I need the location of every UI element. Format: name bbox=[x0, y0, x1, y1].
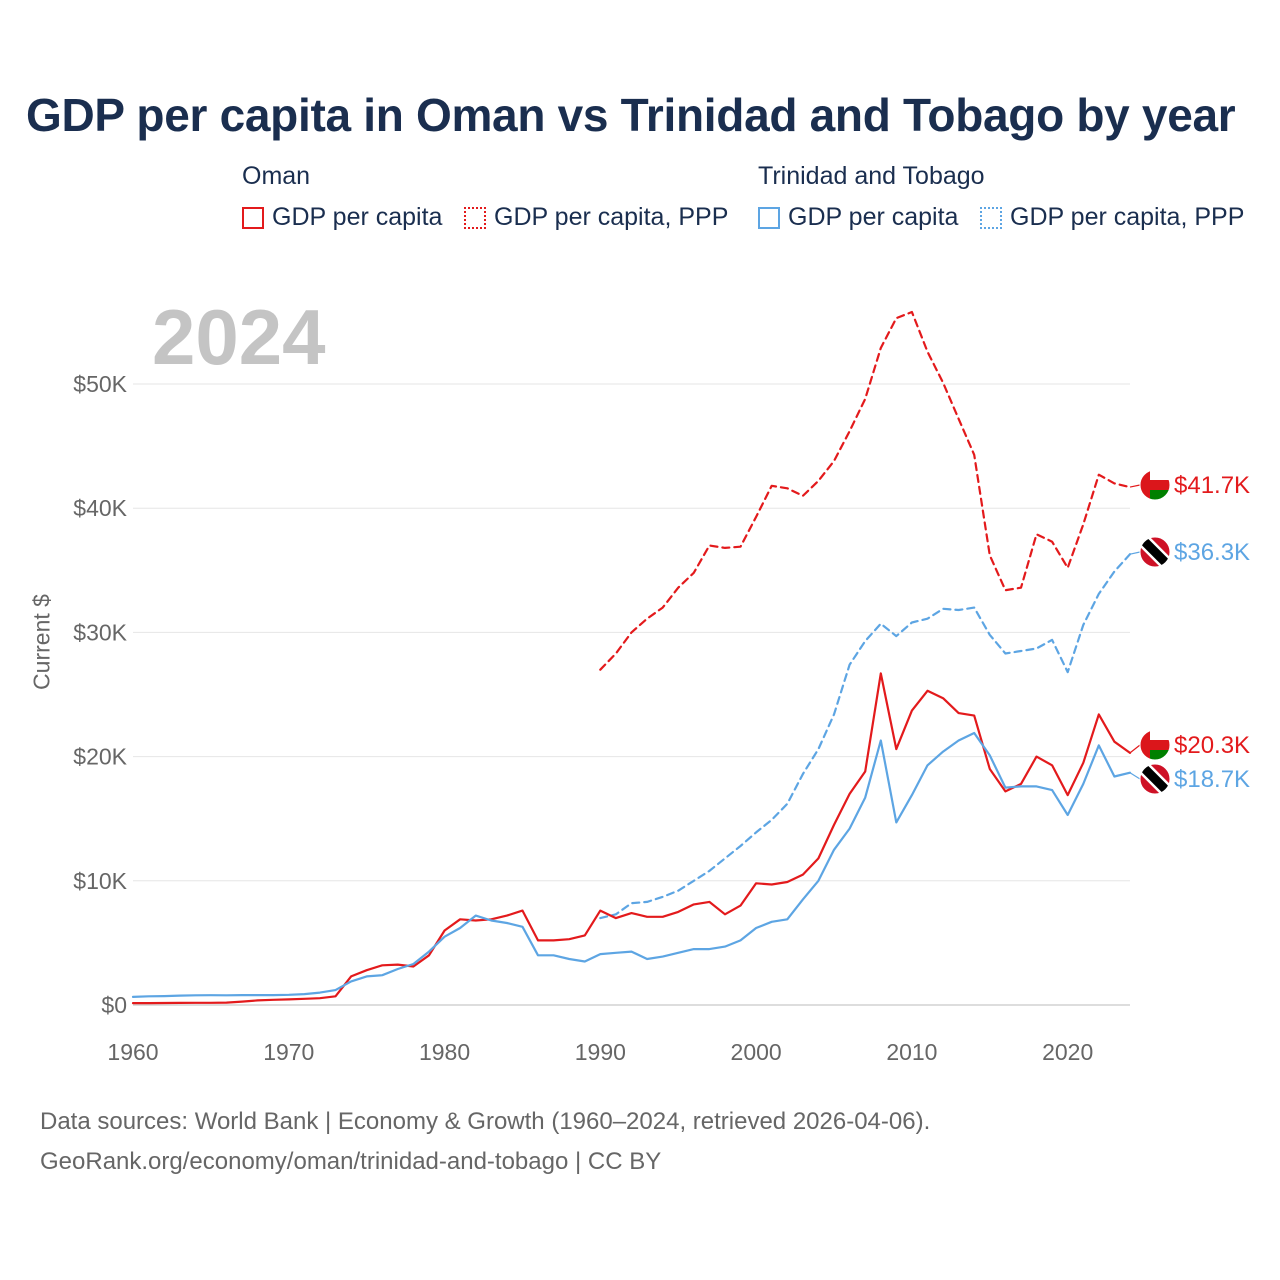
end-value-label: $36.3K bbox=[1174, 539, 1250, 566]
end-value-label: $20.3K bbox=[1174, 732, 1250, 759]
legend-group-trinidad: Trinidad and Tobago bbox=[758, 162, 985, 190]
y-tick-label: $20K bbox=[73, 744, 127, 770]
legend-item-trinidad-gdp[interactable]: GDP per capita bbox=[758, 203, 958, 232]
series-layer bbox=[131, 310, 1132, 1005]
x-tick-label: 2010 bbox=[886, 1039, 937, 1065]
legend-item-label: GDP per capita bbox=[788, 203, 959, 231]
series-line-trinidad-and-tobago-gdp-per-capita-ppp[interactable] bbox=[599, 553, 1132, 920]
x-tick-label: 1960 bbox=[107, 1039, 158, 1065]
x-tick-label: 1980 bbox=[419, 1039, 470, 1065]
legend-item-label: GDP per capita bbox=[272, 203, 443, 231]
legend-swatch-icon bbox=[980, 206, 1002, 229]
y-tick-label: $30K bbox=[73, 619, 127, 645]
flag-ring bbox=[1139, 536, 1171, 568]
end-label-connector bbox=[1129, 551, 1141, 555]
series-line-trinidad-and-tobago-gdp-per-capita[interactable] bbox=[131, 731, 1132, 998]
chart-title: GDP per capita in Oman vs Trinidad and T… bbox=[26, 89, 1236, 141]
flag-ring bbox=[1139, 469, 1171, 501]
x-tick-label: 1970 bbox=[263, 1039, 314, 1065]
y-tick-label: $10K bbox=[73, 868, 127, 894]
source-line-2: GeoRank.org/economy/oman/trinidad-and-to… bbox=[40, 1148, 662, 1175]
legend-item-oman-gdp[interactable]: GDP per capita bbox=[242, 203, 442, 232]
oman-flag-icon bbox=[1140, 730, 1170, 760]
legend-swatch-icon bbox=[242, 206, 264, 229]
trinidad-flag-icon bbox=[1140, 764, 1170, 794]
axis-layer: $0 $10K $20K $30K $40K $50K 1960 1970 1980 1990 20… bbox=[73, 371, 1093, 1065]
legend-item-label: GDP per capita, PPP bbox=[494, 203, 729, 231]
y-tick-label: $50K bbox=[73, 371, 127, 397]
grid-layer bbox=[133, 383, 1130, 1006]
end-label-connector bbox=[1129, 772, 1141, 780]
legend-group-oman: Oman bbox=[242, 162, 311, 190]
trinidad-flag-icon bbox=[1140, 537, 1170, 567]
legend-item-trinidad-gdp-ppp[interactable]: GDP per capita, PPP bbox=[980, 203, 1244, 232]
end-value-label: $41.7K bbox=[1174, 472, 1250, 499]
flag-ring bbox=[1139, 763, 1171, 795]
flag-ring bbox=[1139, 729, 1171, 761]
y-tick-label: $40K bbox=[73, 495, 127, 521]
current-year-label: 2024 bbox=[152, 293, 326, 381]
x-tick-label: 2000 bbox=[731, 1039, 782, 1065]
end-label-connector bbox=[1129, 484, 1141, 488]
legend-item-label: GDP per capita, PPP bbox=[1010, 203, 1245, 231]
source-line-1: Data sources: World Bank | Economy & Gro… bbox=[40, 1108, 931, 1135]
end-label-connector bbox=[1129, 744, 1141, 754]
oman-flag-icon bbox=[1140, 470, 1170, 500]
series-line-oman-gdp-per-capita-ppp[interactable] bbox=[599, 310, 1132, 671]
end-value-label: $18.7K bbox=[1174, 766, 1250, 793]
y-tick-label: $0 bbox=[101, 992, 127, 1018]
legend-swatch-icon bbox=[758, 206, 780, 229]
x-tick-label: 1990 bbox=[575, 1039, 626, 1065]
end-label-layer: $41.7K $36.3K $20.3K $18.7K bbox=[1129, 469, 1250, 795]
x-tick-label: 2020 bbox=[1042, 1039, 1093, 1065]
legend-item-oman-gdp-ppp[interactable]: GDP per capita, PPP bbox=[464, 203, 728, 232]
series-line-oman-gdp-per-capita[interactable] bbox=[131, 672, 1132, 1005]
legend-swatch-icon bbox=[464, 206, 486, 229]
